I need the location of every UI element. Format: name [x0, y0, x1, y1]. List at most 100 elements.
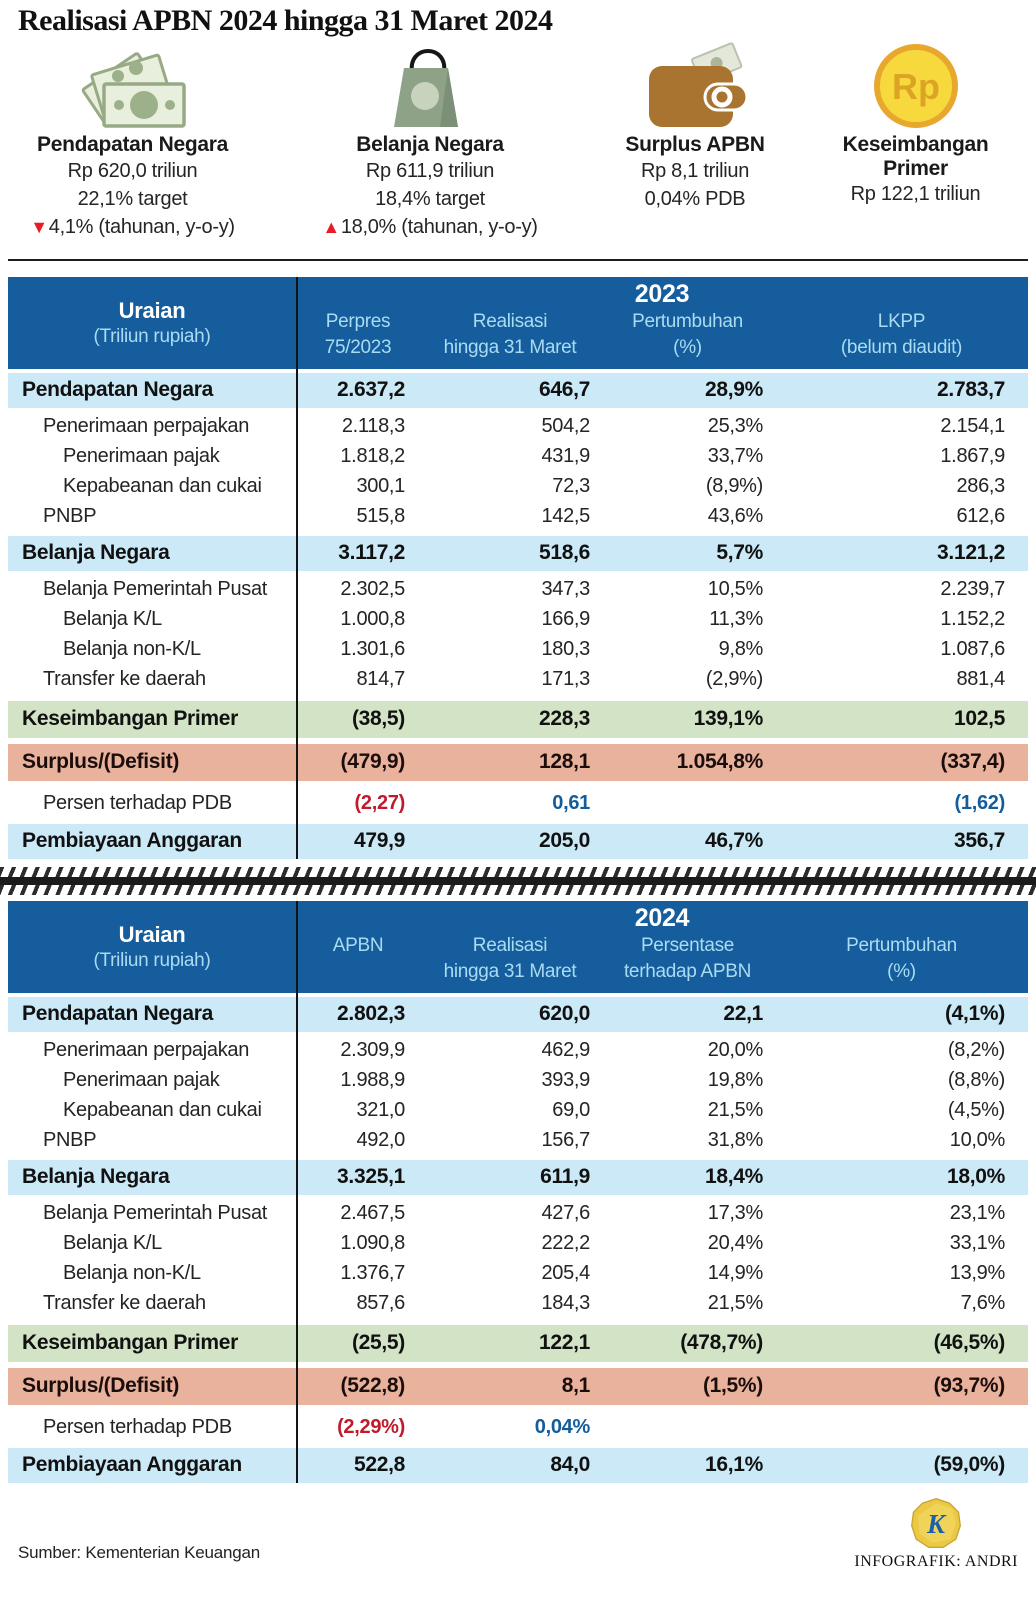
- uraian-unit-label: (Triliun rupiah): [93, 949, 211, 971]
- row-value: 286,3: [956, 475, 1005, 498]
- row-value: 10,5%: [707, 578, 764, 601]
- row-value: (4,1%): [944, 1002, 1005, 1026]
- year-header-group: 2024 APBN Realisasi hingga 31 Maret Persenta…: [296, 901, 1028, 993]
- card-value: Rp 8,1 triliun: [640, 159, 750, 182]
- summary-card: Surplus APBN Rp 8,1 triliun 0,04% PDB: [595, 42, 795, 241]
- card-title: Pendapatan Negara: [37, 133, 228, 156]
- row-value: (93,7%): [933, 1374, 1006, 1398]
- row-value: 620,0: [538, 1002, 590, 1026]
- row-label: Keseimbangan Primer: [22, 707, 239, 731]
- row-value: 2.637,2: [337, 378, 405, 402]
- row-value: 2.783,7: [937, 378, 1005, 402]
- row-label: PNBP: [43, 1129, 97, 1152]
- row-value: (478,7%): [680, 1331, 763, 1355]
- uraian-header-cell: Uraian (Triliun rupiah): [8, 901, 296, 993]
- row-value: 2.154,1: [940, 415, 1005, 438]
- row-value: 18,0%: [946, 1165, 1005, 1189]
- row-value: 10,0%: [949, 1129, 1006, 1152]
- row-value: 33,7%: [707, 445, 764, 468]
- source-note: Sumber: Kementerian Keuangan: [18, 1542, 261, 1562]
- row-label: Belanja non-K/L: [63, 1262, 201, 1285]
- column-header-line1: Realisasi: [472, 310, 548, 332]
- triangle-up-icon: ▲: [322, 216, 340, 237]
- column-header: Realisasi hingga 31 Maret: [420, 309, 600, 369]
- divider-line: [8, 258, 1028, 261]
- table-row: Belanja Negara 3.325,1 611,9 18,4% 18,0%: [8, 1159, 1028, 1195]
- row-value: 2.467,5: [340, 1202, 405, 1225]
- summary-card: Rp Keseimbangan Primer Rp 122,1 triliun: [795, 42, 1036, 241]
- row-value: 156,7: [541, 1129, 590, 1152]
- summary-card: Belanja Negara Rp 611,9 triliun 18,4% targ…: [265, 42, 595, 241]
- table-row: Belanja K/L 1.090,8 222,2 20,4% 33,1%: [8, 1229, 1028, 1259]
- row-value: 2.118,3: [341, 415, 405, 438]
- uraian-header-cell: Uraian (Triliun rupiah): [8, 277, 296, 369]
- row-value: 31,8%: [707, 1129, 764, 1152]
- year-label: 2023: [634, 279, 690, 308]
- table-row: Pendapatan Negara 2.637,2 646,7 28,9% 2.783,…: [8, 372, 1028, 408]
- row-value: 23,1%: [949, 1202, 1006, 1225]
- row-value: 1.988,9: [340, 1069, 405, 1092]
- row-label: Penerimaan pajak: [63, 1069, 220, 1092]
- row-value: (59,0%): [933, 1453, 1006, 1477]
- table-row: Kepabeanan dan cukai 321,0 69,0 21,5% (4,5%): [8, 1096, 1028, 1126]
- row-value: 46,7%: [704, 829, 763, 853]
- row-value: 2.802,3: [337, 1002, 405, 1026]
- row-value: 356,7: [953, 829, 1005, 853]
- row-value: 462,9: [541, 1039, 590, 1062]
- row-value: 166,9: [541, 608, 590, 631]
- column-header: Pertumbuhan (%): [775, 933, 1028, 993]
- uraian-label: Uraian: [118, 921, 186, 947]
- row-value: 321,0: [356, 1099, 405, 1122]
- row-value: 7,6%: [960, 1292, 1006, 1315]
- row-value: 21,5%: [707, 1099, 764, 1122]
- row-value: 128,1: [538, 750, 590, 774]
- column-header-line1: Persentase: [640, 934, 735, 956]
- table-row: Belanja Negara 3.117,2 518,6 5,7% 3.121,2: [8, 535, 1028, 571]
- row-value: (25,5): [351, 1331, 405, 1355]
- row-value: 522,8: [353, 1453, 405, 1477]
- column-header: Perpres 75/2023: [296, 309, 420, 369]
- row-value: 646,7: [538, 378, 590, 402]
- row-value: 22,1: [723, 1002, 763, 1026]
- row-value: 171,3: [541, 668, 590, 691]
- card-trend: ▲18,0% (tahunan, y-o-y): [322, 213, 538, 241]
- row-label: Persen terhadap PDB: [43, 1415, 232, 1438]
- table-row: Keseimbangan Primer (38,5) 228,3 139,1% 102,…: [8, 700, 1028, 738]
- column-divider-line: [296, 900, 298, 1483]
- row-value: 347,3: [541, 578, 590, 601]
- row-label: Keseimbangan Primer: [22, 1331, 239, 1355]
- perforation-strip-bottom: [0, 884, 1036, 895]
- row-label: Transfer ke daerah: [43, 1292, 206, 1315]
- row-value: 25,3%: [707, 415, 764, 438]
- row-value: 122,1: [538, 1331, 590, 1355]
- row-value: 427,6: [541, 1202, 590, 1225]
- row-value: 0,04%: [534, 1415, 591, 1438]
- row-value: 139,1%: [693, 707, 764, 731]
- card-title: Belanja Negara: [356, 133, 504, 156]
- row-value: 857,6: [356, 1292, 405, 1315]
- row-value: (522,8): [340, 1374, 406, 1398]
- coin-rp-icon: Rp: [872, 42, 960, 130]
- table-row: Persen terhadap PDB (2,29%) 0,04%: [8, 1411, 1028, 1444]
- row-value: 1.301,6: [340, 638, 405, 661]
- table-header: Uraian (Triliun rupiah) 2023 Perpres 75/2023…: [8, 276, 1028, 369]
- card-value: Rp 620,0 triliun: [67, 159, 198, 182]
- row-value: 1.376,7: [340, 1262, 405, 1285]
- row-value: 19,8%: [707, 1069, 764, 1092]
- table-row: Kepabeanan dan cukai 300,1 72,3 (8,9%) 286,3: [8, 472, 1028, 502]
- column-header-line2: hingga 31 Maret: [443, 960, 577, 982]
- row-value: 518,6: [538, 541, 590, 565]
- card-trend: ▼4,1% (tahunan, y-o-y): [30, 213, 235, 241]
- table-row: Pembiayaan Anggaran 522,8 84,0 16,1% (59,0%): [8, 1447, 1028, 1483]
- uraian-label: Uraian: [118, 297, 186, 323]
- row-label: Belanja Negara: [22, 541, 170, 565]
- card-trend-text: 18,0% (tahunan, y-o-y): [340, 215, 538, 238]
- row-value: 9,8%: [718, 638, 764, 661]
- column-header: Persentase terhadap APBN: [600, 933, 775, 993]
- row-value: (337,4): [940, 750, 1006, 774]
- row-label: Kepabeanan dan cukai: [63, 1099, 262, 1122]
- row-value: (8,2%): [947, 1039, 1005, 1062]
- row-label: Belanja K/L: [63, 1232, 162, 1255]
- row-value: 612,6: [956, 505, 1005, 528]
- row-value: 1.054,8%: [676, 750, 764, 774]
